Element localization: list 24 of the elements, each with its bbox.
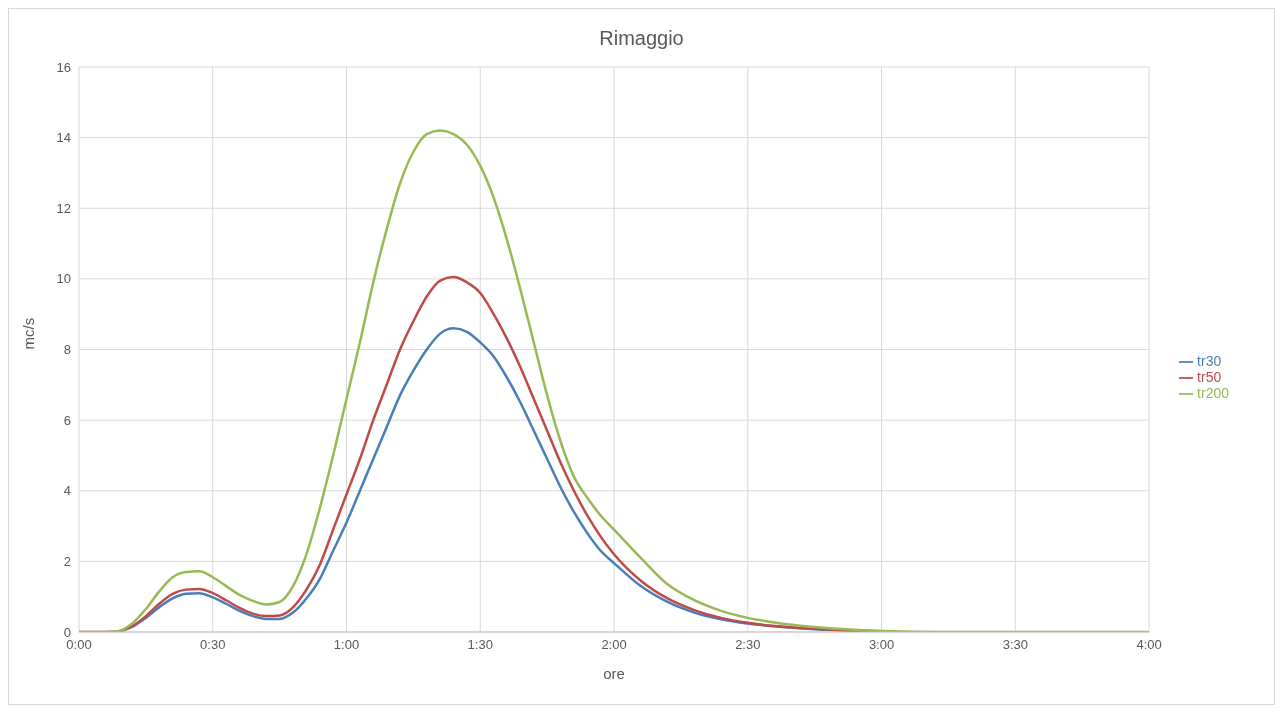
legend-label: tr50 [1197,368,1222,385]
y-tick-label: 14 [56,130,71,146]
y-tick-label: 2 [63,553,71,569]
legend-label: tr30 [1197,352,1222,369]
y-tick-label: 10 [56,271,71,287]
x-axis-title: ore [603,665,625,682]
y-tick-label: 16 [56,59,71,75]
x-tick-label: 2:30 [735,637,761,653]
x-tick-label: 3:30 [1002,637,1028,653]
y-tick-label: 12 [56,200,71,216]
y-axis-title: mc/s [20,317,38,350]
x-tick-label: 1:30 [467,637,493,653]
chart-title: Rimaggio [598,27,685,51]
x-tick-label: 1:00 [333,637,360,653]
legend-label: tr200 [1197,385,1229,402]
y-tick-label: 8 [63,342,71,358]
y-tick-label: 0 [63,624,71,640]
y-tick-label: 6 [63,412,71,428]
x-tick-label: 0:00 [66,637,92,653]
x-tick-label: 3:00 [868,637,895,653]
y-tick-label: 4 [63,483,71,499]
x-tick-label: 0:30 [200,637,226,653]
x-tick-label: 4:00 [1136,637,1162,653]
x-tick-label: 2:00 [601,637,627,653]
